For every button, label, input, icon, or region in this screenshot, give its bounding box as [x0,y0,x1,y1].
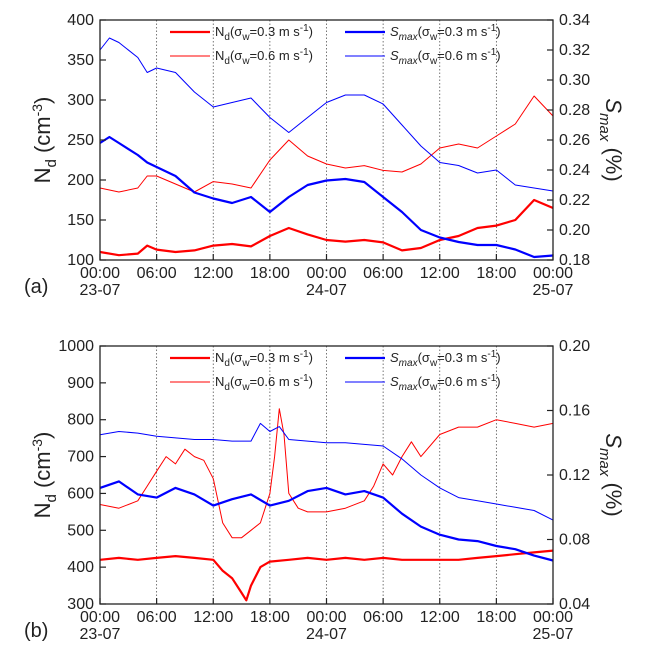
xtick-label: 06:00 [363,265,403,282]
legend-label: Smax(σw=0.3 m s-1) [390,23,501,43]
xtick-label: 00:00 [533,265,573,282]
xtick-label: 00:00 [533,609,573,626]
ylabel-right: Smax (%) [596,98,626,181]
series-line-0 [99,198,554,257]
ytick-left-label: 300 [67,596,94,613]
xtick-label: 12:00 [193,265,233,282]
legend-label: Nd(σw=0.6 m s-1) [215,47,313,67]
ytick-left-label: 900 [67,375,94,392]
legend-label: Nd(σw=0.3 m s-1) [215,349,313,369]
series-line-1 [99,95,554,193]
ytick-left-label: 400 [67,12,94,29]
xtick-date-label: 24-07 [306,626,347,643]
series-line-2 [99,135,554,259]
ytick-right-label: 0.26 [559,132,590,149]
panel-label: (a) [24,276,48,298]
ytick-right-label: 0.20 [559,222,590,239]
xtick-label: 00:00 [306,265,346,282]
xtick-label: 18:00 [476,265,516,282]
ytick-left-label: 200 [67,172,94,189]
legend-label: Smax(σw=0.3 m s-1) [390,349,501,369]
xtick-label: 00:00 [306,609,346,626]
xtick-label: 06:00 [137,265,177,282]
panel-label: (b) [24,620,48,642]
series-line-1 [99,408,554,539]
xtick-date-label: 25-07 [533,282,574,299]
legend-label: Smax(σw=0.6 m s-1) [390,47,501,67]
ytick-left-label: 700 [67,449,94,466]
panel-1: 300 400 500 600 700 800 900 1000 0.04 0.08 0.12 0.1… [24,338,626,643]
ytick-left-label: 250 [67,132,94,149]
panel-0: 100 150 200 250 300 350 400 0.18 0.20 0.22 0.24 0.2… [24,12,626,299]
ytick-left-label: 600 [67,485,94,502]
xtick-label: 18:00 [250,265,290,282]
ytick-right-label: 0.04 [559,596,590,613]
xtick-date-label: 25-07 [533,626,574,643]
xtick-date-label: 24-07 [306,282,347,299]
xtick-label: 12:00 [420,609,460,626]
ytick-left-label: 400 [67,559,94,576]
series-line-3 [99,422,554,521]
xtick-label: 06:00 [137,609,177,626]
xtick-label: 00:00 [80,265,120,282]
series-line-2 [99,480,554,562]
ytick-right-label: 0.32 [559,42,590,59]
ytick-left-label: 1000 [58,338,94,355]
ytick-right-label: 0.24 [559,162,590,179]
ytick-left-label: 350 [67,52,94,69]
ytick-right-label: 0.20 [559,338,590,355]
ytick-left-label: 100 [67,252,94,269]
ytick-right-label: 0.12 [559,467,590,484]
ytick-right-label: 0.30 [559,72,590,89]
legend-label: Smax(σw=0.6 m s-1) [390,373,501,393]
series-line-0 [99,549,554,602]
ytick-left-label: 300 [67,92,94,109]
xtick-date-label: 23-07 [80,626,121,643]
ytick-left-label: 150 [67,212,94,229]
ytick-right-label: 0.28 [559,102,590,119]
ytick-right-label: 0.18 [559,252,590,269]
ylabel-right: Smax (%) [596,433,626,516]
ylabel-left: Nd (cm-3) [29,97,60,184]
ytick-right-label: 0.16 [559,403,590,420]
series-line-3 [99,37,554,192]
xtick-label: 12:00 [420,265,460,282]
legend-label: Nd(σw=0.3 m s-1) [215,23,313,43]
xtick-label: 06:00 [363,609,403,626]
ytick-right-label: 0.22 [559,192,590,209]
xtick-date-label: 23-07 [80,282,121,299]
ytick-right-label: 0.08 [559,532,590,549]
ytick-left-label: 500 [67,522,94,539]
ytick-left-label: 800 [67,412,94,429]
xtick-label: 12:00 [193,609,233,626]
ytick-right-label: 0.34 [559,12,590,29]
legend-label: Nd(σw=0.6 m s-1) [215,373,313,393]
xtick-label: 18:00 [476,609,516,626]
xtick-label: 18:00 [250,609,290,626]
ylabel-left: Nd (cm-3) [29,432,60,519]
xtick-label: 00:00 [80,609,120,626]
